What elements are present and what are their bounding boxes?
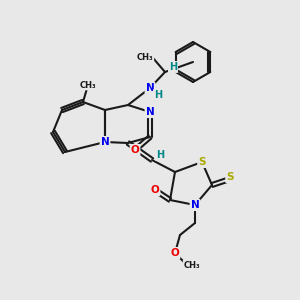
Text: N: N [146, 83, 154, 93]
Text: N: N [190, 200, 200, 210]
Text: S: S [226, 172, 234, 182]
Text: H: H [169, 62, 177, 72]
Text: O: O [130, 145, 140, 155]
Text: CH₃: CH₃ [137, 53, 153, 62]
Text: S: S [198, 157, 206, 167]
Text: H: H [154, 90, 162, 100]
Text: CH₃: CH₃ [184, 260, 200, 269]
Text: O: O [151, 185, 159, 195]
Text: O: O [171, 248, 179, 258]
Text: H: H [156, 150, 164, 160]
Text: CH₃: CH₃ [80, 80, 96, 89]
Text: N: N [100, 137, 109, 147]
Text: N: N [146, 107, 154, 117]
